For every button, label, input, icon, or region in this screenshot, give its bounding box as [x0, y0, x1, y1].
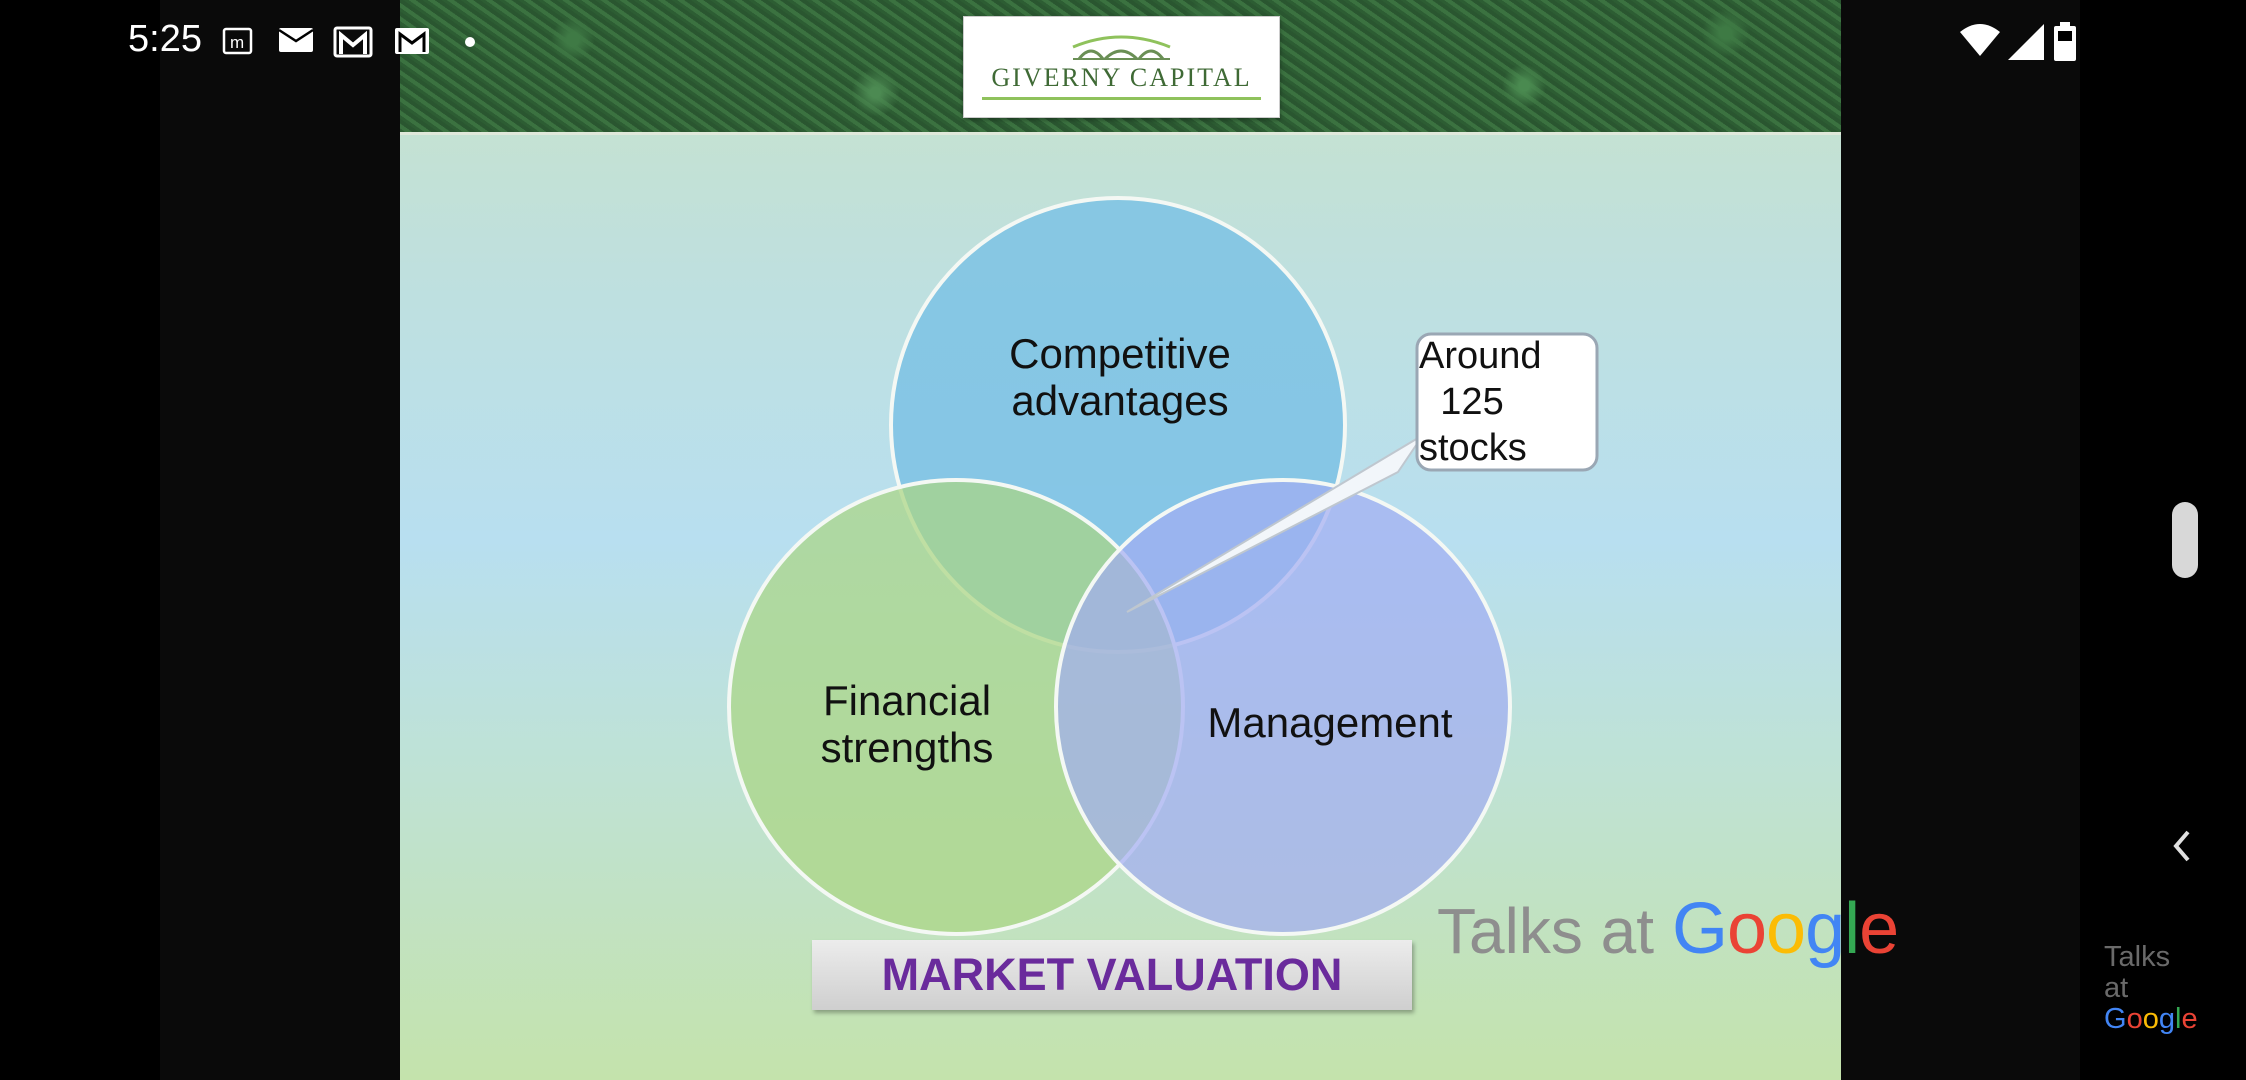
- signal-icon: [2008, 24, 2044, 60]
- presentation-slide: GIVERNY CAPITAL Competitive advantages F…: [400, 0, 1841, 1080]
- label-line: Financial: [822, 677, 992, 724]
- callout-line: Around: [1419, 335, 1542, 377]
- corner-talks: Talks: [2104, 941, 2171, 973]
- label-management: Management: [1207, 699, 1453, 746]
- dot-icon: [465, 37, 475, 47]
- talks-at-google-corner-logo: Talks at Google: [2104, 942, 2198, 1035]
- callout-line: 125: [1440, 381, 1504, 423]
- logo-text: GIVERNY CAPITAL: [991, 63, 1252, 92]
- venn-diagram: [727, 196, 1599, 936]
- label-line: advantages: [1011, 377, 1229, 424]
- giverny-capital-logo: GIVERNY CAPITAL: [963, 16, 1280, 118]
- callout-box: [1415, 332, 1599, 472]
- logo-rule: [982, 97, 1261, 100]
- chevron-left-icon[interactable]: [2168, 826, 2198, 866]
- callout-text: Around 125 stocks: [1419, 333, 1542, 471]
- callout-pointer: [1126, 434, 1424, 613]
- corner-google: Google: [2104, 1003, 2198, 1035]
- market-valuation-label: MARKET VALUATION: [812, 940, 1412, 1010]
- m-notification-icon: m: [222, 27, 253, 55]
- gmail-icon: [395, 28, 429, 54]
- watermark-talks-at: Talks at: [1437, 895, 1654, 967]
- label-financial-strengths: Financial strengths: [757, 677, 1057, 771]
- circle-management: [1054, 478, 1512, 936]
- status-time: 5:25: [128, 18, 202, 60]
- svg-text:m: m: [230, 33, 244, 52]
- corner-at: at: [2104, 972, 2129, 1004]
- callout-line: stocks: [1419, 427, 1527, 469]
- wifi-icon: [1960, 24, 2000, 56]
- mail-icon: [278, 28, 314, 52]
- label-competitive-advantages: Competitive advantages: [970, 330, 1270, 424]
- label-line: Competitive: [1009, 330, 1231, 377]
- bridge-arches-icon: [1072, 35, 1171, 61]
- gmail-icon: [333, 26, 373, 58]
- scroll-handle[interactable]: [2172, 502, 2198, 578]
- talks-at-google-watermark: Talks at Google: [1437, 888, 1899, 970]
- battery-icon: [2054, 22, 2076, 61]
- google-logo-text: Google: [1671, 889, 1899, 969]
- label-line: strengths: [820, 724, 994, 771]
